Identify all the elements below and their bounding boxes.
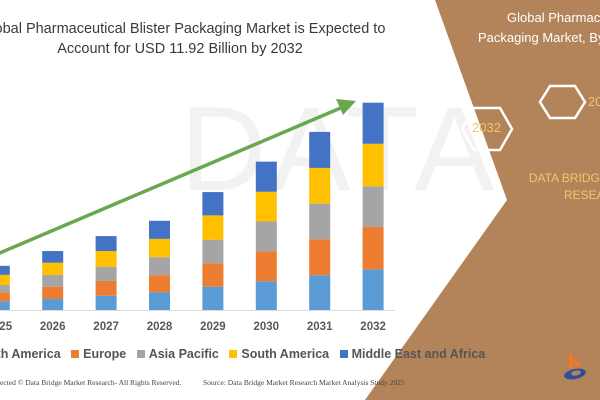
bar-segment-asia-pacific-2029 — [202, 239, 224, 264]
trend-arrow-head-icon — [336, 99, 356, 115]
bar-segment-europe-2028 — [149, 275, 170, 293]
bar-segment-north-america-2030 — [255, 281, 277, 310]
bar-segment-europe-2031 — [309, 239, 331, 276]
bar-segment-europe-2030 — [255, 251, 277, 282]
bar-segment-north-america-2031 — [309, 275, 331, 310]
legend-item-middle-east-africa: Middle East and Africa — [339, 347, 485, 361]
hexagon-second — [538, 84, 587, 120]
bar-segment-asia-pacific-2028 — [149, 257, 170, 276]
hexagon-2032 — [460, 106, 514, 152]
brand-text: DATA BRIDG RESEA — [528, 171, 600, 202]
bar-segment-middle-east-and-africa-2031 — [309, 131, 331, 168]
bar-segment-middle-east-and-africa-2029 — [202, 192, 224, 216]
bar-segment-europe-2026 — [42, 286, 64, 300]
bar-segment-middle-east-and-africa-2030 — [255, 161, 277, 192]
bar-segment-south-america-2026 — [42, 262, 64, 276]
x-tick-label: 2030 — [254, 321, 280, 333]
bar-segment-europe-2029 — [202, 263, 224, 287]
bar-segment-north-america-2029 — [202, 286, 224, 310]
x-tick-label: 2028 — [147, 321, 173, 333]
bar-segment-asia-pacific-2026 — [42, 275, 64, 287]
x-tick-label: 2031 — [307, 321, 333, 333]
bar-segment-south-america-2029 — [202, 215, 224, 240]
x-tick-label: 2027 — [93, 321, 119, 333]
bar-segment-north-america-2028 — [149, 292, 170, 310]
bar-segment-south-america-2028 — [149, 238, 170, 258]
legend-item-europe: Europe — [71, 347, 126, 361]
bar-segment-north-america-2027 — [95, 295, 117, 310]
bar-segment-asia-pacific-2030 — [255, 221, 277, 252]
side-panel-title: Global Pharmac Packaging Market, By Re — [478, 10, 600, 45]
legend-swatch — [71, 350, 80, 358]
hexagon-label-second: 20 — [588, 94, 600, 109]
bar-segment-asia-pacific-2031 — [309, 203, 331, 240]
x-tick-label: 2029 — [200, 321, 226, 333]
bar-segment-north-america-2026 — [42, 299, 64, 310]
bar-segment-south-america-2030 — [255, 191, 277, 222]
bar-segment-middle-east-and-africa-2028 — [149, 220, 170, 239]
x-tick-label: 2032 — [360, 321, 386, 333]
bar-segment-europe-2027 — [95, 280, 117, 296]
legend-swatch — [136, 350, 145, 358]
bar-segment-middle-east-and-africa-2025 — [0, 265, 10, 275]
chart-title-line1: Global Pharmaceutical Blister Packaging … — [0, 21, 386, 37]
bar-segment-north-america-2032 — [362, 269, 384, 310]
legend-swatch — [339, 350, 348, 358]
source-text: Source: Data Bridge Market Research Mark… — [203, 378, 405, 387]
bar-segment-asia-pacific-2025 — [0, 284, 10, 293]
bar-segment-south-america-2031 — [309, 167, 331, 204]
bar-segment-south-america-2032 — [362, 143, 384, 187]
chart-title: Global Pharmaceutical Blister Packaging … — [0, 19, 386, 59]
legend-item-north-america: North America — [0, 347, 61, 361]
bar-segment-south-america-2027 — [95, 251, 117, 267]
data-bridge-logo-icon — [564, 354, 586, 380]
bar-segment-asia-pacific-2032 — [362, 186, 384, 228]
x-tick-label: 2026 — [40, 321, 66, 333]
bar-segment-south-america-2025 — [0, 274, 10, 285]
legend-item-asia-pacific: Asia Pacific — [136, 347, 219, 361]
bar-segment-north-america-2025 — [0, 301, 10, 310]
legend-swatch — [229, 350, 238, 358]
bar-segment-middle-east-and-africa-2027 — [95, 236, 117, 252]
legend-item-south-america: South America — [229, 347, 329, 361]
copyright-text: ected © Data Bridge Market Research- All… — [0, 378, 182, 387]
trend-arrow-line — [0, 105, 344, 255]
legend: North America Europe Asia Pacific South … — [0, 347, 492, 361]
bar-segment-europe-2032 — [362, 227, 384, 270]
hexagon-label-2032: 2032 — [472, 120, 501, 135]
chart-title-line2: Account for USD 11.92 Billion by 2032 — [57, 41, 303, 57]
x-tick-label: 2025 — [0, 321, 13, 333]
bar-segment-middle-east-and-africa-2032 — [362, 102, 384, 144]
bar-segment-europe-2025 — [0, 292, 10, 302]
bar-segment-asia-pacific-2027 — [95, 266, 117, 281]
bar-segment-middle-east-and-africa-2026 — [42, 251, 64, 263]
